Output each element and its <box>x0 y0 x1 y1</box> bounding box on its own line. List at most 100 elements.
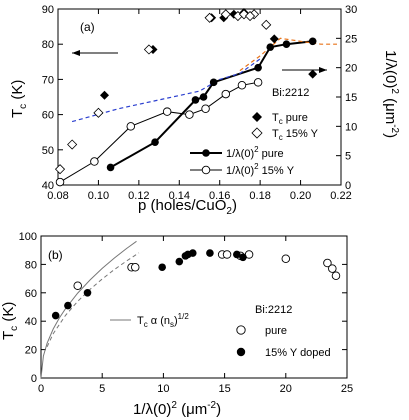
point-tc-pure <box>269 34 279 44</box>
y-tick-label: 40 <box>25 316 37 328</box>
svg-text:15% Y doped: 15% Y doped <box>265 347 331 359</box>
point-pure <box>328 264 337 273</box>
y-right-tick-label: 20 <box>345 63 357 75</box>
svg-text:1/λ(0)2 pure: 1/λ(0)2 pure <box>226 145 284 160</box>
panel-a-lines <box>59 37 337 183</box>
panel-b-sample-label: Bi:2212 <box>255 304 292 316</box>
panel-b-fit-line-label: Tc α (ns)1/2 <box>110 312 189 329</box>
panel-b-plot-frame <box>40 235 348 379</box>
point-pure <box>331 271 341 281</box>
point-tc-15-y <box>244 10 256 22</box>
panel-b-lines <box>40 240 140 379</box>
y-right-tick-label: 0 <box>345 180 351 192</box>
y-left-tick-label: 60 <box>42 110 54 122</box>
x-tick-label: 0.16 <box>209 190 230 202</box>
x-tick-label: 10 <box>157 383 169 395</box>
x-tick-label: 0.22 <box>330 190 351 202</box>
y-left-tick-label: 70 <box>42 74 54 86</box>
point-1-0-15-y <box>221 89 231 99</box>
panel-a-legend: Tc pure Tc 15% Y 1/λ(0)2 pure 1/λ(0)2 15… <box>190 112 319 177</box>
y-left-tick-label: 90 <box>42 4 54 16</box>
point-1-0-15-y <box>201 104 210 113</box>
panel-b-legend: pure 15% Y doped <box>236 325 331 359</box>
point-15-y-doped <box>158 263 166 272</box>
point-pure <box>73 281 82 290</box>
x-tick-label: 0.12 <box>128 190 149 202</box>
point-1-0-15-y <box>126 122 136 131</box>
point-1-0-pure <box>209 78 218 87</box>
point-pure <box>281 254 291 263</box>
y-right-tick-label: 30 <box>345 4 357 16</box>
point-tc-15-y <box>54 164 66 175</box>
point-tc-15-y <box>143 44 155 55</box>
legend-item-pure: pure <box>236 325 287 337</box>
panel-a-sample-label: Bi:2212 <box>272 87 309 99</box>
panel-b-marks <box>51 249 341 320</box>
svg-text:pure: pure <box>265 325 287 337</box>
series-line-sqrt-fit-solid <box>40 240 137 379</box>
x-tick-label: 15 <box>218 383 230 395</box>
point-1-0-pure <box>282 40 291 48</box>
panel-a-marks <box>54 8 318 187</box>
panel-b: 0 5 10 15 20 25 0 20 40 60 80 100 (b) Bi:2212 pure … <box>0 231 353 418</box>
y-right-tick-label: 10 <box>345 121 357 133</box>
point-1-0-pure <box>308 37 317 46</box>
legend-item-tc-pure: Tc pure <box>252 112 308 126</box>
point-tc-15-y <box>220 9 231 20</box>
y-tick-label: 80 <box>25 259 37 271</box>
x-tick-label: 25 <box>341 383 353 395</box>
point-1-0-pure <box>106 163 115 172</box>
panel-b-x-axis-title: 1/λ(0)2 (μm-2) <box>133 400 221 418</box>
series-line-dashed-blue <box>71 58 261 123</box>
point-1-0-pure <box>151 138 159 146</box>
x-tick-label: 0.20 <box>290 190 311 202</box>
panel-a-left-axis-title: Tc (K) <box>9 80 29 118</box>
point-tc-15-y <box>93 107 104 118</box>
x-tick-label: 0.18 <box>249 190 270 202</box>
y-right-tick-label: 25 <box>345 33 357 45</box>
point-1-0-pure <box>254 63 262 72</box>
y-left-tick-label: 50 <box>42 145 54 157</box>
legend-item-lambda-15y: 1/λ(0)2 15% Y <box>190 162 295 177</box>
panel-b-tick-labels: 0 5 10 15 20 25 0 20 40 60 80 100 <box>19 231 353 395</box>
point-15-y-doped <box>206 249 214 257</box>
point-15-y-doped <box>239 253 247 262</box>
x-tick-label: 0 <box>38 383 44 395</box>
y-left-tick-label: 40 <box>42 180 54 192</box>
svg-text:Tc 15% Y: Tc 15% Y <box>272 128 319 142</box>
point-15-y-doped <box>64 301 72 310</box>
point-tc-pure <box>308 69 318 79</box>
y-left-tick-label: 80 <box>42 39 54 51</box>
point-pure <box>323 258 332 268</box>
point-15-y-doped <box>51 311 60 320</box>
point-1-0-15-y <box>253 78 263 87</box>
point-1-0-15-y <box>237 81 247 90</box>
panel-a-tick-labels: 0.08 0.10 0.12 0.14 0.16 0.18 0.20 0.2240506070… <box>42 4 358 202</box>
point-tc-15-y <box>261 19 272 30</box>
point-15-y-doped <box>175 257 184 266</box>
x-tick-label: 0.08 <box>47 190 68 202</box>
point-1-0-15-y <box>162 107 172 116</box>
panel-a: 0.08 0.10 0.12 0.14 0.16 0.18 0.20 0.2240506070… <box>9 4 400 217</box>
svg-text:Tc pure: Tc pure <box>272 112 308 126</box>
left-axis-arrow <box>72 50 118 56</box>
legend-item-15y-doped: 15% Y doped <box>236 347 331 359</box>
panel-b-y-axis-title: Tc (K) <box>0 302 20 340</box>
point-1-0-pure <box>199 93 208 101</box>
panel-a-right-axis-title: 1/λ(0)2 (μm-2) <box>382 50 400 138</box>
point-15-y-doped <box>188 249 197 257</box>
x-tick-label: 5 <box>99 383 105 395</box>
legend-item-lambda-pure: 1/λ(0)2 pure <box>190 145 284 160</box>
right-axis-arrow <box>282 67 327 73</box>
y-tick-label: 20 <box>25 345 37 357</box>
point-15-y-doped <box>83 289 92 297</box>
y-right-tick-label: 5 <box>345 151 351 163</box>
x-tick-label: 0.14 <box>169 190 190 202</box>
point-15-y-doped <box>233 250 241 259</box>
point-tc-pure <box>99 90 109 100</box>
svg-text:1/λ(0)2 15% Y: 1/λ(0)2 15% Y <box>226 162 295 177</box>
series-line-sqrt-fit-dashed <box>46 252 140 348</box>
point-pure <box>130 262 140 272</box>
point-1-0-pure <box>191 96 200 104</box>
